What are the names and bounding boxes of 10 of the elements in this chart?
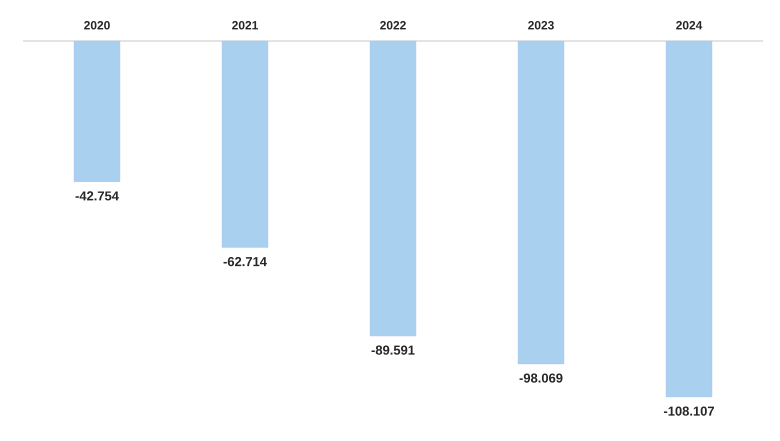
data-label: -108.107 (664, 406, 714, 416)
data-label: -89.591 (372, 346, 415, 355)
data-label: -62.714 (224, 257, 267, 266)
x-tick-label: 2023 (528, 21, 554, 30)
x-tick-label: 2024 (676, 21, 702, 30)
data-label: -42.754 (76, 191, 119, 200)
x-tick-label: 2022 (380, 21, 406, 30)
x-tick-label: 2020 (84, 21, 110, 30)
data-label: -98.069 (520, 373, 562, 383)
x-tick-label: 2021 (232, 21, 258, 30)
